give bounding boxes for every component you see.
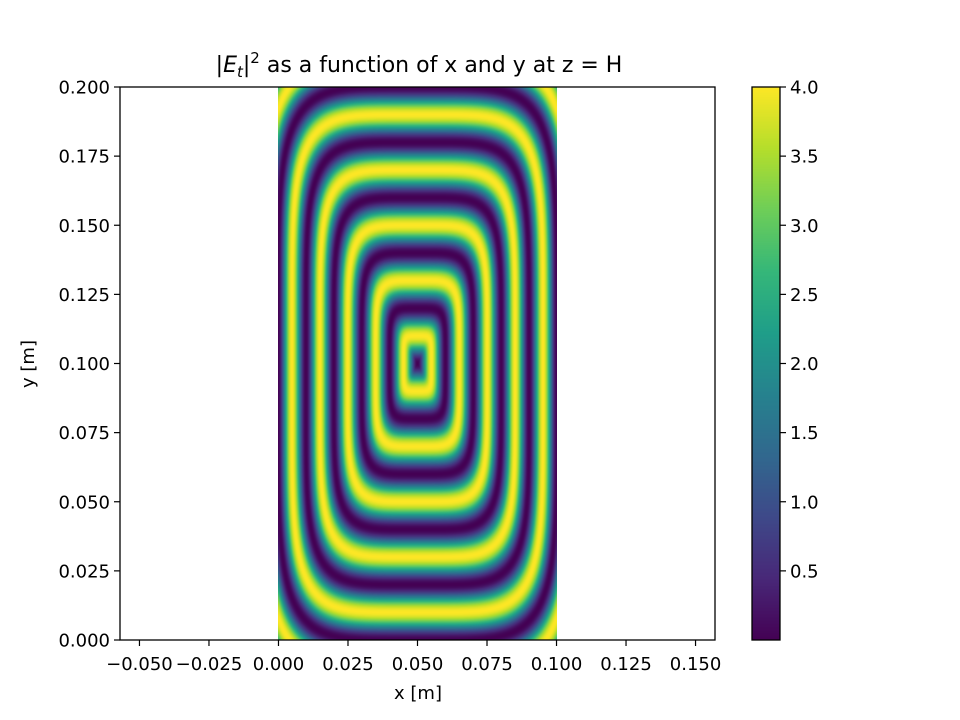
y-tick: 0.025 — [58, 561, 120, 582]
colorbar-tick: 2.0 — [780, 354, 819, 375]
y-tick-label: 0.200 — [58, 78, 110, 99]
y-tick: 0.175 — [58, 147, 120, 168]
colorbar-tick: 3.0 — [780, 216, 819, 237]
y-tick-label: 0.075 — [58, 423, 110, 444]
x-tick: 0.050 — [392, 640, 444, 675]
colorbar-tick: 1.5 — [780, 423, 819, 444]
colorbar-tick: 4.0 — [780, 78, 819, 99]
y-tick: 0.075 — [58, 423, 120, 444]
y-tick-label: 0.025 — [58, 561, 110, 582]
x-tick: 0.075 — [461, 640, 513, 675]
y-tick: 0.125 — [58, 285, 120, 306]
y-tick: 0.000 — [58, 631, 120, 652]
x-tick: −0.050 — [106, 640, 173, 675]
x-tick: 0.000 — [253, 640, 305, 675]
title-sub: t — [237, 63, 244, 81]
y-tick-label: 0.000 — [58, 631, 110, 652]
plot-area — [119, 86, 716, 641]
svg-text:|Et|2 as a function of x and y: |Et|2 as a function of x and y at z = H — [216, 49, 623, 81]
x-tick-label: −0.025 — [176, 654, 243, 675]
x-tick-label: 0.125 — [600, 654, 652, 675]
y-tick: 0.050 — [58, 492, 120, 513]
y-axis-label: y [m] — [18, 340, 39, 388]
colorbar-ticks: 0.5 1.0 1.5 2.0 2.5 3.0 3.5 4.0 — [780, 78, 819, 582]
x-tick-label: 0.025 — [322, 654, 374, 675]
colorbar-tick: 0.5 — [780, 561, 819, 582]
title-sup: 2 — [250, 49, 260, 67]
x-tick-label: 0.075 — [461, 654, 513, 675]
x-tick-label: 0.150 — [670, 654, 722, 675]
colorbar-tick-label: 3.5 — [790, 147, 819, 168]
x-tick: 0.125 — [600, 640, 652, 675]
colorbar-tick-label: 1.0 — [790, 492, 819, 513]
y-tick: 0.100 — [58, 354, 120, 375]
y-tick-label: 0.125 — [58, 285, 110, 306]
colorbar-gradient — [752, 87, 780, 640]
title-open-bar: | — [216, 53, 223, 78]
title-rest: as a function of x and y at z = H — [260, 53, 622, 78]
y-tick: 0.200 — [58, 78, 120, 99]
x-tick: 0.025 — [322, 640, 374, 675]
colorbar-tick-label: 2.5 — [790, 285, 819, 306]
title-close-bar: | — [243, 53, 250, 78]
y-tick-label: 0.100 — [58, 354, 110, 375]
x-tick-label: 0.050 — [392, 654, 444, 675]
y-tick-label: 0.175 — [58, 147, 110, 168]
x-tick: −0.025 — [176, 640, 243, 675]
x-tick-label: 0.000 — [253, 654, 305, 675]
colorbar-tick: 1.0 — [780, 492, 819, 513]
colorbar-tick-label: 0.5 — [790, 561, 819, 582]
x-tick-label: 0.100 — [531, 654, 583, 675]
title-e: E — [223, 53, 237, 78]
colorbar-tick-label: 4.0 — [790, 78, 819, 99]
x-tick-label: −0.050 — [106, 654, 173, 675]
x-tick: 0.150 — [670, 640, 722, 675]
y-tick-label: 0.050 — [58, 492, 110, 513]
colorbar-tick-label: 3.0 — [790, 216, 819, 237]
chart-title: |Et|2 as a function of x and y at z = H — [216, 49, 623, 81]
x-tick: 0.100 — [531, 640, 583, 675]
y-tick-label: 0.150 — [58, 216, 110, 237]
heatmap-image — [278, 87, 557, 640]
x-axis-label: x [m] — [394, 683, 442, 704]
colorbar-tick-label: 1.5 — [790, 423, 819, 444]
colorbar-tick: 3.5 — [780, 147, 819, 168]
colorbar-tick: 2.5 — [780, 285, 819, 306]
y-axis: 0.000 0.025 0.050 0.075 0.100 0.125 0.150 0.175… — [58, 78, 120, 652]
x-axis: −0.050 −0.025 0.000 0.025 0.050 0.075 0.100 0.1… — [106, 640, 721, 675]
colorbar-tick-label: 2.0 — [790, 354, 819, 375]
y-tick: 0.150 — [58, 216, 120, 237]
colorbar: 0.5 1.0 1.5 2.0 2.5 3.0 3.5 4.0 — [751, 78, 819, 641]
